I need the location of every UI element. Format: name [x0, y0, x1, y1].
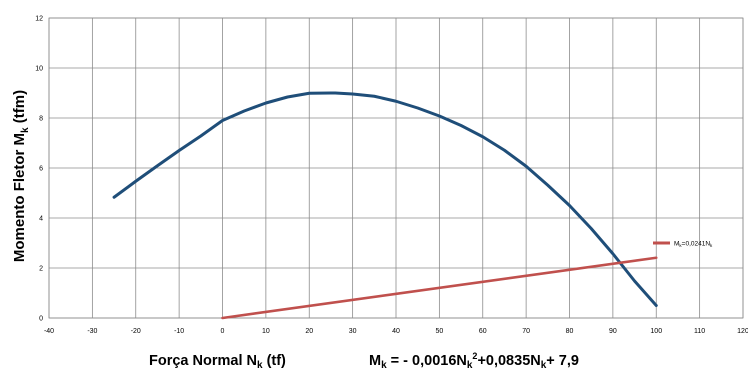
legend: Mk=0,0241Nk [653, 241, 713, 249]
x-tick-label: 0 [221, 328, 225, 335]
x-tick-label: -20 [131, 328, 141, 335]
x-tick-label: 80 [566, 328, 574, 335]
y-tick-label: 4 [39, 216, 43, 223]
plot-frame [48, 17, 744, 319]
y-tick-label: 8 [39, 116, 43, 123]
x-tick-label: 30 [349, 328, 357, 335]
y-tick-label: 6 [39, 166, 43, 173]
series-line-1 [112, 91, 658, 307]
x-tick-labels: -40 -30 -20 -10 0 10 20 30 40 50 60 70 80 90 100 110 120 [44, 328, 748, 335]
y-tick-labels: 0 2 4 6 8 10 12 [35, 16, 43, 323]
y-tick-label: 2 [39, 266, 43, 273]
grid [48, 17, 744, 319]
x-tick-label: -30 [87, 328, 97, 335]
legend-label: Mk=0,0241Nk [674, 241, 713, 249]
x-tick-label: 100 [650, 328, 662, 335]
x-tick-label: 40 [392, 328, 400, 335]
x-tick-label: 20 [305, 328, 313, 335]
x-tick-label: -10 [174, 328, 184, 335]
y-tick-label: 12 [35, 16, 43, 23]
x-tick-label: 120 [737, 328, 748, 335]
x-tick-label: 50 [435, 328, 443, 335]
y-axis-title: Momento Fletor Mk (tfm) [11, 90, 31, 262]
plot-area [112, 91, 658, 320]
x-tick-label: 10 [262, 328, 270, 335]
x-tick-label: 110 [694, 328, 705, 335]
x-tick-label: -40 [44, 328, 54, 335]
x-tick-label: 60 [479, 328, 487, 335]
x-axis-title: Força Normal Nk (tf) [149, 353, 286, 371]
equation-label: Mk = - 0,0016Nk2+0,0835Nk+ 7,9 [369, 351, 579, 371]
y-tick-label: 10 [35, 66, 43, 73]
x-tick-label: 70 [522, 328, 530, 335]
y-tick-label: 0 [39, 316, 43, 323]
series-line-2 [221, 256, 658, 320]
x-tick-label: 90 [609, 328, 617, 335]
